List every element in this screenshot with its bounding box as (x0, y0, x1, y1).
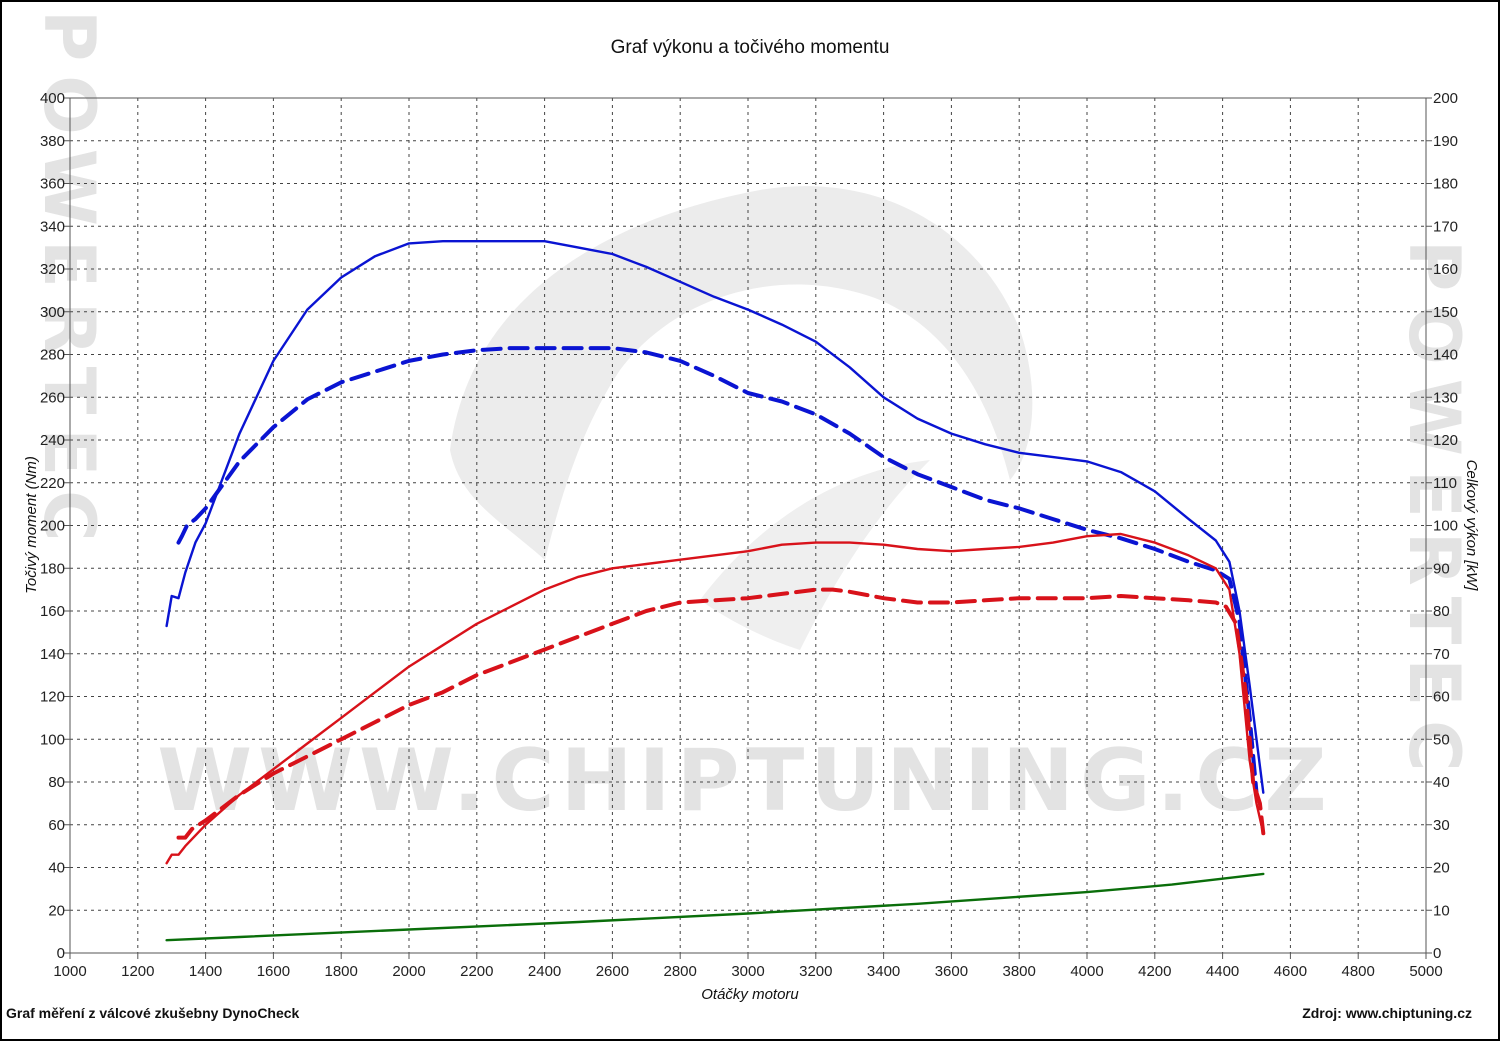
x-tick-label: 4400 (1206, 963, 1239, 980)
x-tick-label: 1800 (325, 963, 358, 980)
y-left-tick-label: 260 (40, 389, 65, 406)
x-tick-label: 3200 (799, 963, 832, 980)
y-right-tick-label: 130 (1433, 389, 1458, 406)
y-right-tick-label: 10 (1433, 902, 1450, 919)
y-right-tick-label: 30 (1433, 817, 1450, 834)
y-right-tick-label: 40 (1433, 774, 1450, 791)
y-left-tick-label: 80 (48, 774, 65, 791)
series-line-1 (165, 239, 1265, 794)
y-left-tick-label: 200 (40, 518, 65, 535)
x-tick-label: 1400 (189, 963, 222, 980)
series-line-5 (165, 872, 1265, 942)
y-right-tick-label: 0 (1433, 945, 1441, 962)
watermark-url: WWW.CHIPTUNING.CZ (157, 731, 1333, 831)
grid (70, 98, 1426, 953)
y-left-tick-label: 60 (48, 817, 65, 834)
y-right-tick-label: 200 (1433, 90, 1458, 107)
y-right-tick-label: 190 (1433, 133, 1458, 150)
y-right-tick-label: 90 (1433, 560, 1450, 577)
x-tick-label: 3800 (1003, 963, 1036, 980)
x-tick-label: 3400 (867, 963, 900, 980)
y-right-tick-label: 80 (1433, 603, 1450, 620)
series-line-2 (176, 346, 1259, 795)
x-tick-label: 1600 (257, 963, 290, 980)
y-left-tick-label: 20 (48, 902, 65, 919)
x-tick-label: 2800 (664, 963, 697, 980)
x-axis-label: Otáčky motoru (701, 986, 799, 1003)
y-left-tick-label: 220 (40, 475, 65, 492)
y-left-tick-label: 380 (40, 133, 65, 150)
chart-title: Graf výkonu a točivého momentu (611, 37, 890, 58)
x-tick-label: 3600 (935, 963, 968, 980)
y-left-tick-label: 340 (40, 218, 65, 235)
y-left-tick-label: 120 (40, 689, 65, 706)
y-left-tick-labels: 0 20 40 60 80 100 120 140 160 180 200 220 240 260 280 3… (40, 90, 70, 962)
y-left-tick-label: 0 (57, 945, 65, 962)
series-line-3 (165, 532, 1265, 865)
x-tick-label: 4000 (1070, 963, 1103, 980)
footer-source-note: Graf měření z válcové zkušebny DynoCheck (6, 1005, 300, 1021)
y-right-tick-label: 170 (1433, 218, 1458, 235)
y-right-tick-label: 50 (1433, 731, 1450, 748)
y-left-tick-label: 180 (40, 560, 65, 577)
series-line-4 (176, 587, 1266, 840)
y-left-tick-label: 280 (40, 347, 65, 364)
x-tick-labels: 1000 1200 1400 1600 1800 2000 2200 2400 2600 2800… (53, 953, 1443, 980)
y-right-tick-label: 110 (1433, 475, 1457, 492)
y-right-axis-label: Celkový výkon [kW] (1463, 460, 1480, 592)
y-right-tick-label: 180 (1433, 176, 1458, 193)
x-tick-label: 2000 (392, 963, 425, 980)
y-right-tick-label: 60 (1433, 689, 1450, 706)
x-tick-label: 2200 (460, 963, 493, 980)
watermark-brand-left: POWERTEC (28, 10, 110, 556)
series-lines (165, 239, 1266, 942)
watermark: WWW.CHIPTUNING.CZ POWERTEC POWERTEC (28, 10, 1475, 831)
y-left-tick-label: 240 (40, 432, 65, 449)
watermark-logo-sweep (700, 460, 930, 650)
y-left-tick-label: 360 (40, 176, 65, 193)
x-tick-label: 4200 (1138, 963, 1171, 980)
y-right-tick-labels: 0 10 20 30 40 50 60 70 80 90 100 110 120 130 140 150 160… (1426, 90, 1458, 962)
y-left-tick-label: 40 (48, 860, 65, 877)
x-tick-label: 4800 (1342, 963, 1375, 980)
watermark-logo-shape (450, 186, 1033, 560)
footer-source-link: Zdroj: www.chiptuning.cz (1302, 1005, 1472, 1021)
x-tick-label: 3000 (731, 963, 764, 980)
y-left-axis-label: Točivý moment (Nm) (23, 456, 40, 594)
x-tick-label: 2400 (528, 963, 561, 980)
x-tick-label: 1200 (121, 963, 154, 980)
y-left-tick-label: 400 (40, 90, 65, 107)
x-tick-label: 4600 (1274, 963, 1307, 980)
y-left-tick-label: 140 (40, 646, 65, 663)
y-right-tick-label: 160 (1433, 261, 1458, 278)
y-right-tick-label: 150 (1433, 304, 1458, 321)
y-left-tick-label: 160 (40, 603, 65, 620)
watermark-brand-right: POWERTEC (1393, 240, 1475, 786)
y-left-tick-label: 320 (40, 261, 65, 278)
y-right-tick-label: 70 (1433, 646, 1450, 663)
y-left-tick-label: 300 (40, 304, 65, 321)
y-right-tick-label: 140 (1433, 347, 1458, 364)
y-right-tick-label: 100 (1433, 518, 1458, 535)
y-right-tick-label: 120 (1433, 432, 1458, 449)
y-right-tick-label: 20 (1433, 860, 1450, 877)
x-tick-label: 1000 (53, 963, 86, 980)
x-tick-label: 2600 (596, 963, 629, 980)
y-left-tick-label: 100 (40, 731, 65, 748)
x-tick-label: 5000 (1409, 963, 1442, 980)
